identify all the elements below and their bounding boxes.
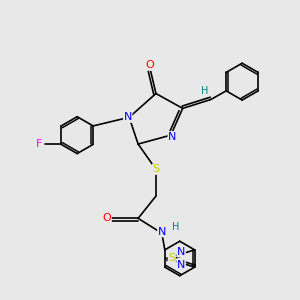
Text: H: H bbox=[201, 86, 209, 96]
Text: N: N bbox=[158, 227, 166, 237]
Text: F: F bbox=[36, 140, 43, 149]
Text: N: N bbox=[124, 112, 132, 122]
Text: N: N bbox=[177, 260, 185, 270]
Text: S: S bbox=[152, 164, 160, 174]
Text: O: O bbox=[146, 60, 154, 70]
Text: N: N bbox=[177, 247, 185, 257]
Text: S: S bbox=[168, 254, 175, 263]
Text: N: N bbox=[168, 132, 176, 142]
Text: H: H bbox=[172, 222, 179, 232]
Text: O: O bbox=[103, 213, 111, 224]
